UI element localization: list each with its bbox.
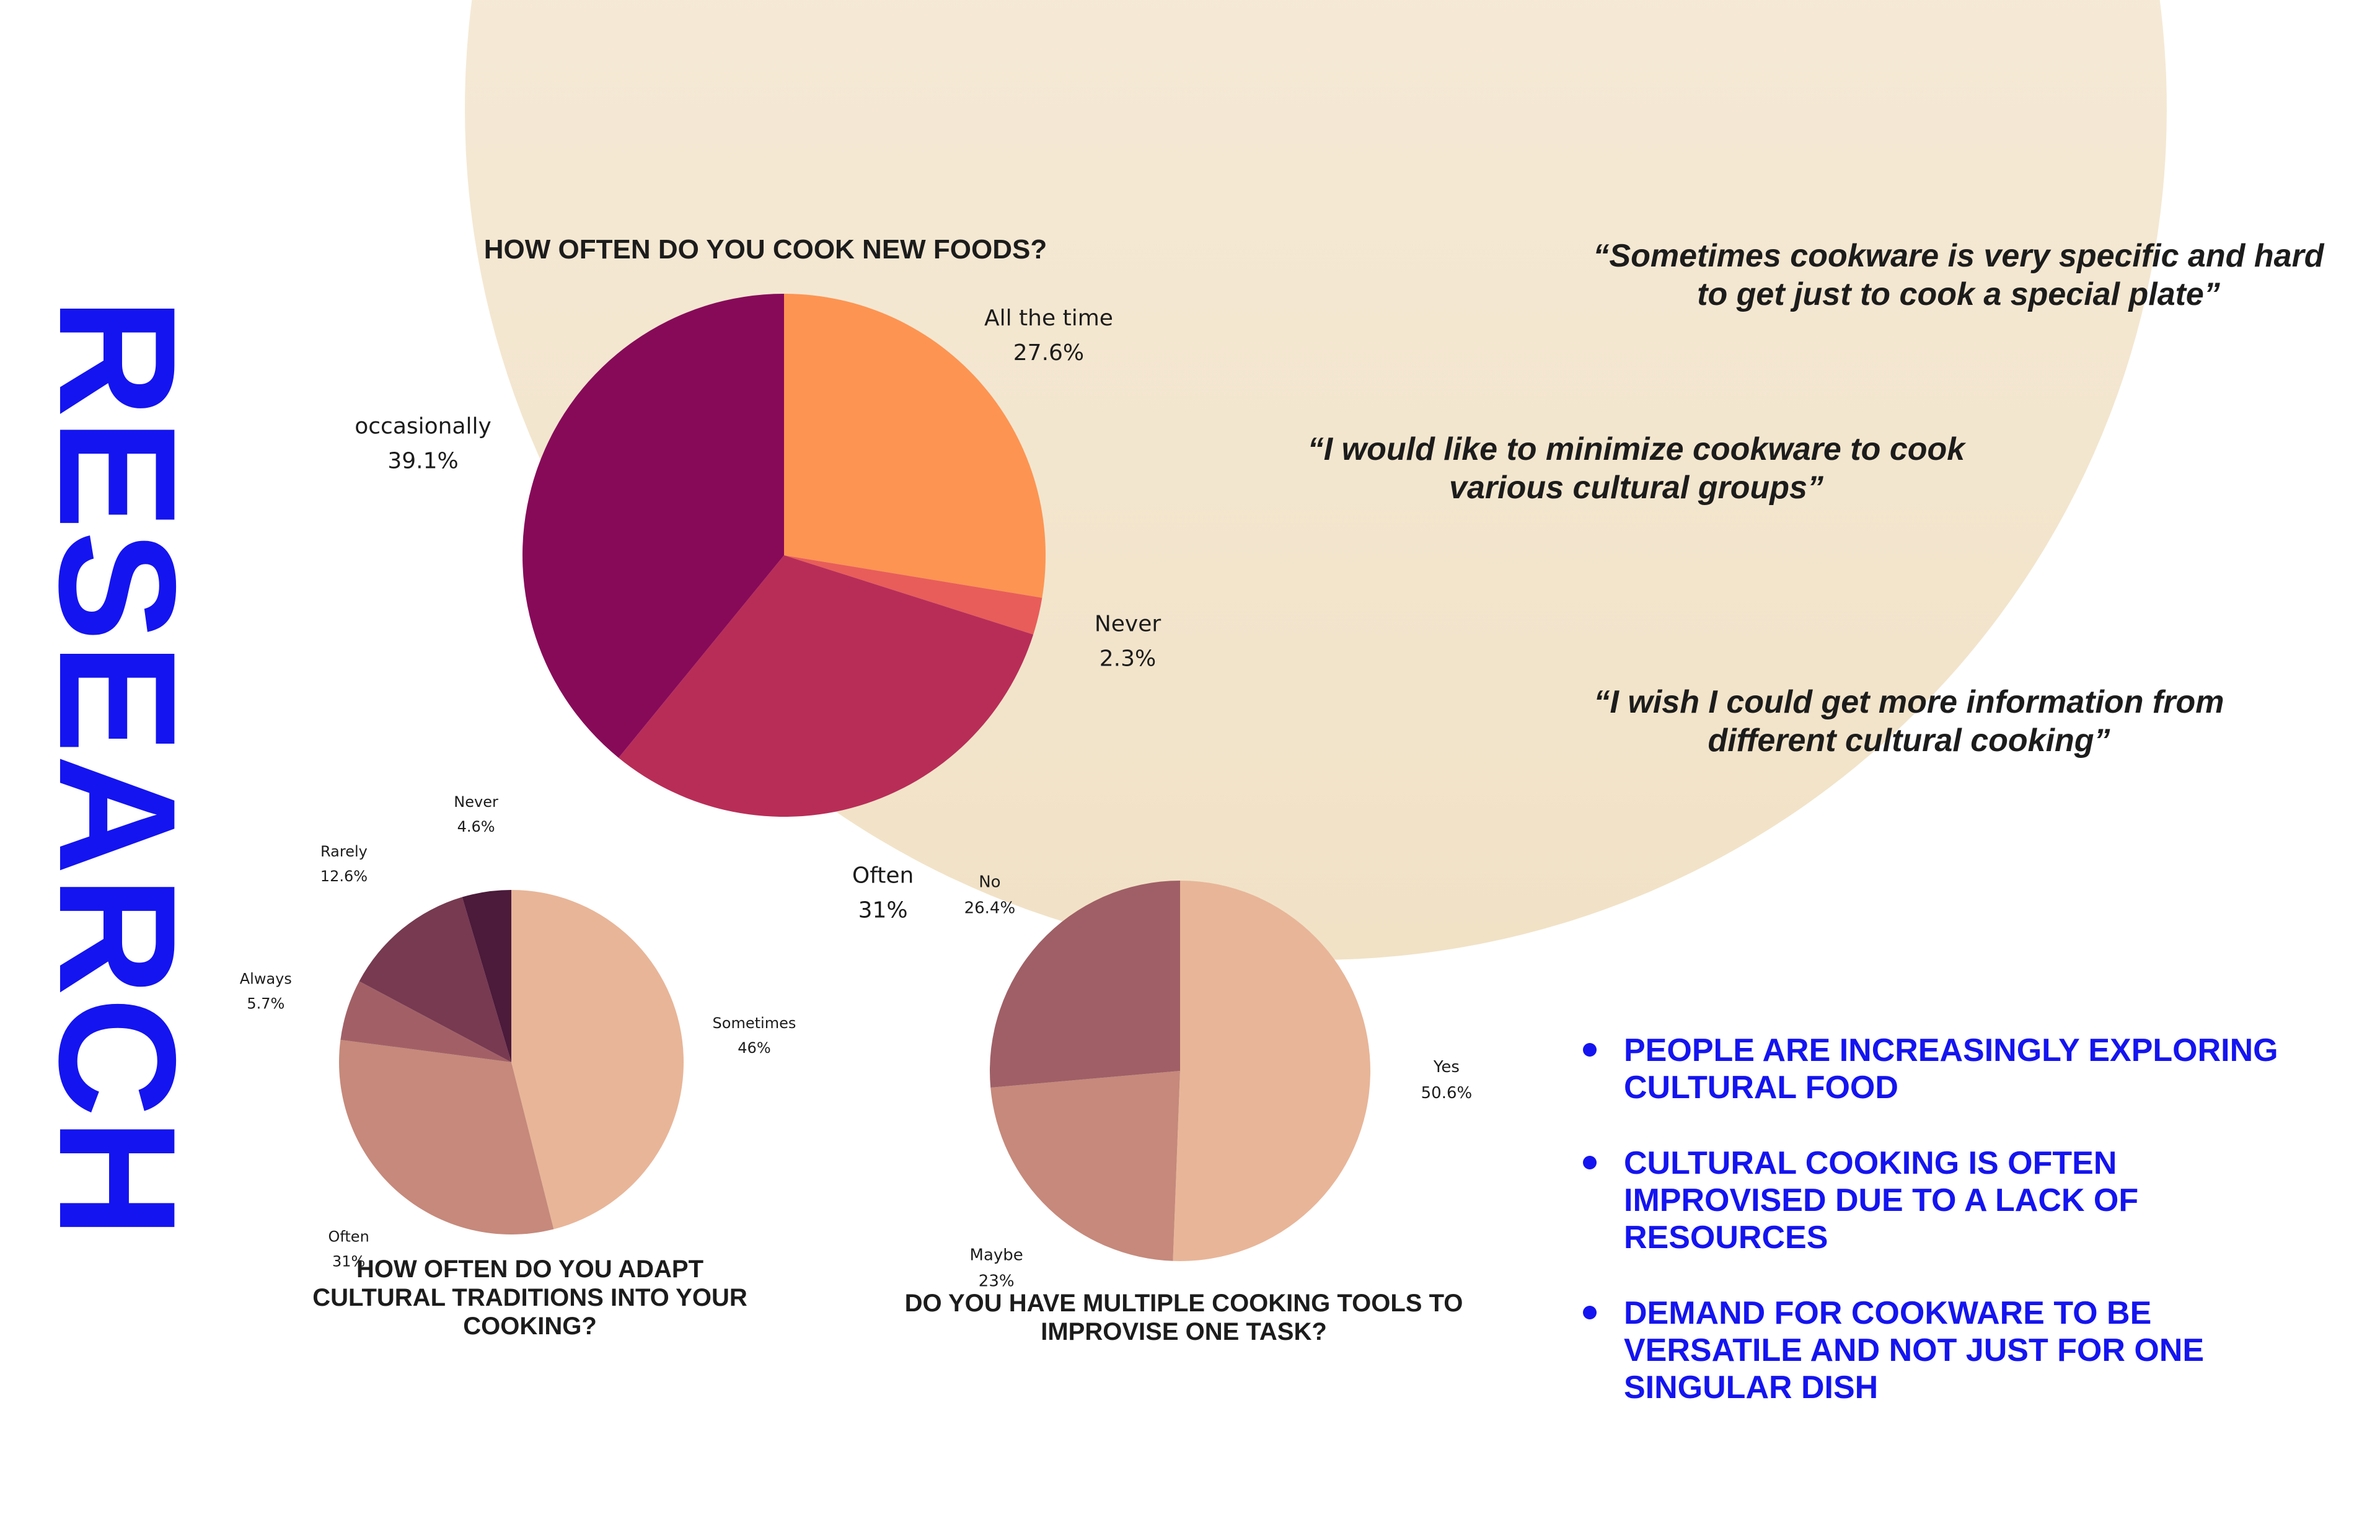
quote-2: “I would like to minimize cookware to co… bbox=[1307, 431, 1965, 506]
chart3-slice-maybe bbox=[990, 1071, 1180, 1261]
chart2-slice-always bbox=[340, 981, 511, 1062]
chart1-value-often: 31% bbox=[858, 897, 908, 923]
quote-1: “Sometimes cookware is very specific and… bbox=[1593, 238, 2324, 312]
chart2-title: How often do you adapt cultural traditio… bbox=[312, 1256, 747, 1340]
finding-text: People are increasingly exploring cultur… bbox=[1624, 1032, 2278, 1106]
chart2-value-sometimes: 46% bbox=[738, 1039, 770, 1057]
chart3-label-yes: Yes bbox=[1433, 1058, 1460, 1076]
chart2-slice-often bbox=[338, 1039, 554, 1234]
chart1-title: How often do you cook new foods? bbox=[483, 234, 1047, 265]
page-title: RESEARCH bbox=[25, 266, 211, 1270]
chart2-label-always: Always bbox=[240, 970, 292, 988]
chart1-slice-never bbox=[784, 555, 1042, 635]
finding-text: Cultural cooking is often improvised due… bbox=[1624, 1145, 2139, 1256]
chart3-pie: Yes 50.6% Maybe 23% No 26.4% bbox=[964, 873, 1473, 1290]
chart2-label-often: Often bbox=[328, 1228, 369, 1245]
chart2-label-never: Never bbox=[454, 793, 498, 811]
chart2-label-sometimes: Sometimes bbox=[713, 1014, 796, 1032]
findings-list: People are increasingly exploring cultur… bbox=[1574, 1032, 2318, 1445]
chart1-slice-all-the-time bbox=[784, 294, 1046, 598]
chart1-value-occasionally: 39.1% bbox=[387, 449, 458, 474]
bullet-icon bbox=[1583, 1043, 1597, 1057]
chart3-slice-no bbox=[990, 881, 1180, 1088]
finding-item: Cultural cooking is often improvised due… bbox=[1574, 1145, 2318, 1256]
chart2-value-always: 5.7% bbox=[247, 995, 284, 1013]
chart3-value-yes: 50.6% bbox=[1421, 1084, 1473, 1102]
chart3-value-maybe: 23% bbox=[979, 1272, 1015, 1290]
chart2-slice-sometimes bbox=[511, 890, 684, 1230]
chart3-value-no: 26.4% bbox=[964, 899, 1016, 917]
chart3-label-maybe: Maybe bbox=[970, 1246, 1023, 1264]
bullet-icon bbox=[1583, 1156, 1597, 1169]
chart2-pie: Sometimes 46% Often 31% Always 5.7% Rarely 12.6… bbox=[240, 793, 796, 1270]
chart2-label-rarely: Rarely bbox=[320, 843, 368, 860]
finding-item: People are increasingly exploring cultur… bbox=[1574, 1032, 2318, 1106]
chart3-slice-yes bbox=[1173, 881, 1371, 1261]
chart1-label-all-the-time: All the time bbox=[984, 306, 1113, 331]
chart1-label-often: Often bbox=[852, 863, 914, 888]
chart1-pie: All the time 27.6% Never 2.3% Often 31% occasi… bbox=[355, 294, 1161, 923]
chart1-label-occasionally: occasionally bbox=[355, 414, 491, 439]
chart1-slice-often bbox=[619, 555, 1034, 817]
chart2-value-often: 31% bbox=[332, 1252, 365, 1270]
bullet-icon bbox=[1583, 1306, 1597, 1319]
chart1-value-never: 2.3% bbox=[1100, 646, 1156, 671]
chart1-slice-occasionally bbox=[522, 294, 784, 758]
chart2-value-never: 4.6% bbox=[457, 818, 495, 835]
finding-text: Demand for cookware to be versatile and … bbox=[1624, 1295, 2205, 1406]
finding-item: Demand for cookware to be versatile and … bbox=[1574, 1295, 2318, 1406]
chart3-title: Do you have multiple cooking tools to im… bbox=[904, 1290, 1463, 1345]
page-title-text: RESEARCH bbox=[25, 297, 211, 1239]
chart2-value-rarely: 12.6% bbox=[320, 868, 368, 885]
chart1-value-all-the-time: 27.6% bbox=[1013, 340, 1084, 366]
chart2-slice-never bbox=[462, 890, 511, 1062]
chart3-label-no: No bbox=[979, 873, 1000, 891]
chart2-slice-rarely bbox=[359, 897, 511, 1062]
quote-3: “I wish I could get more information fro… bbox=[1593, 684, 2224, 759]
chart1-label-never: Never bbox=[1095, 611, 1161, 636]
